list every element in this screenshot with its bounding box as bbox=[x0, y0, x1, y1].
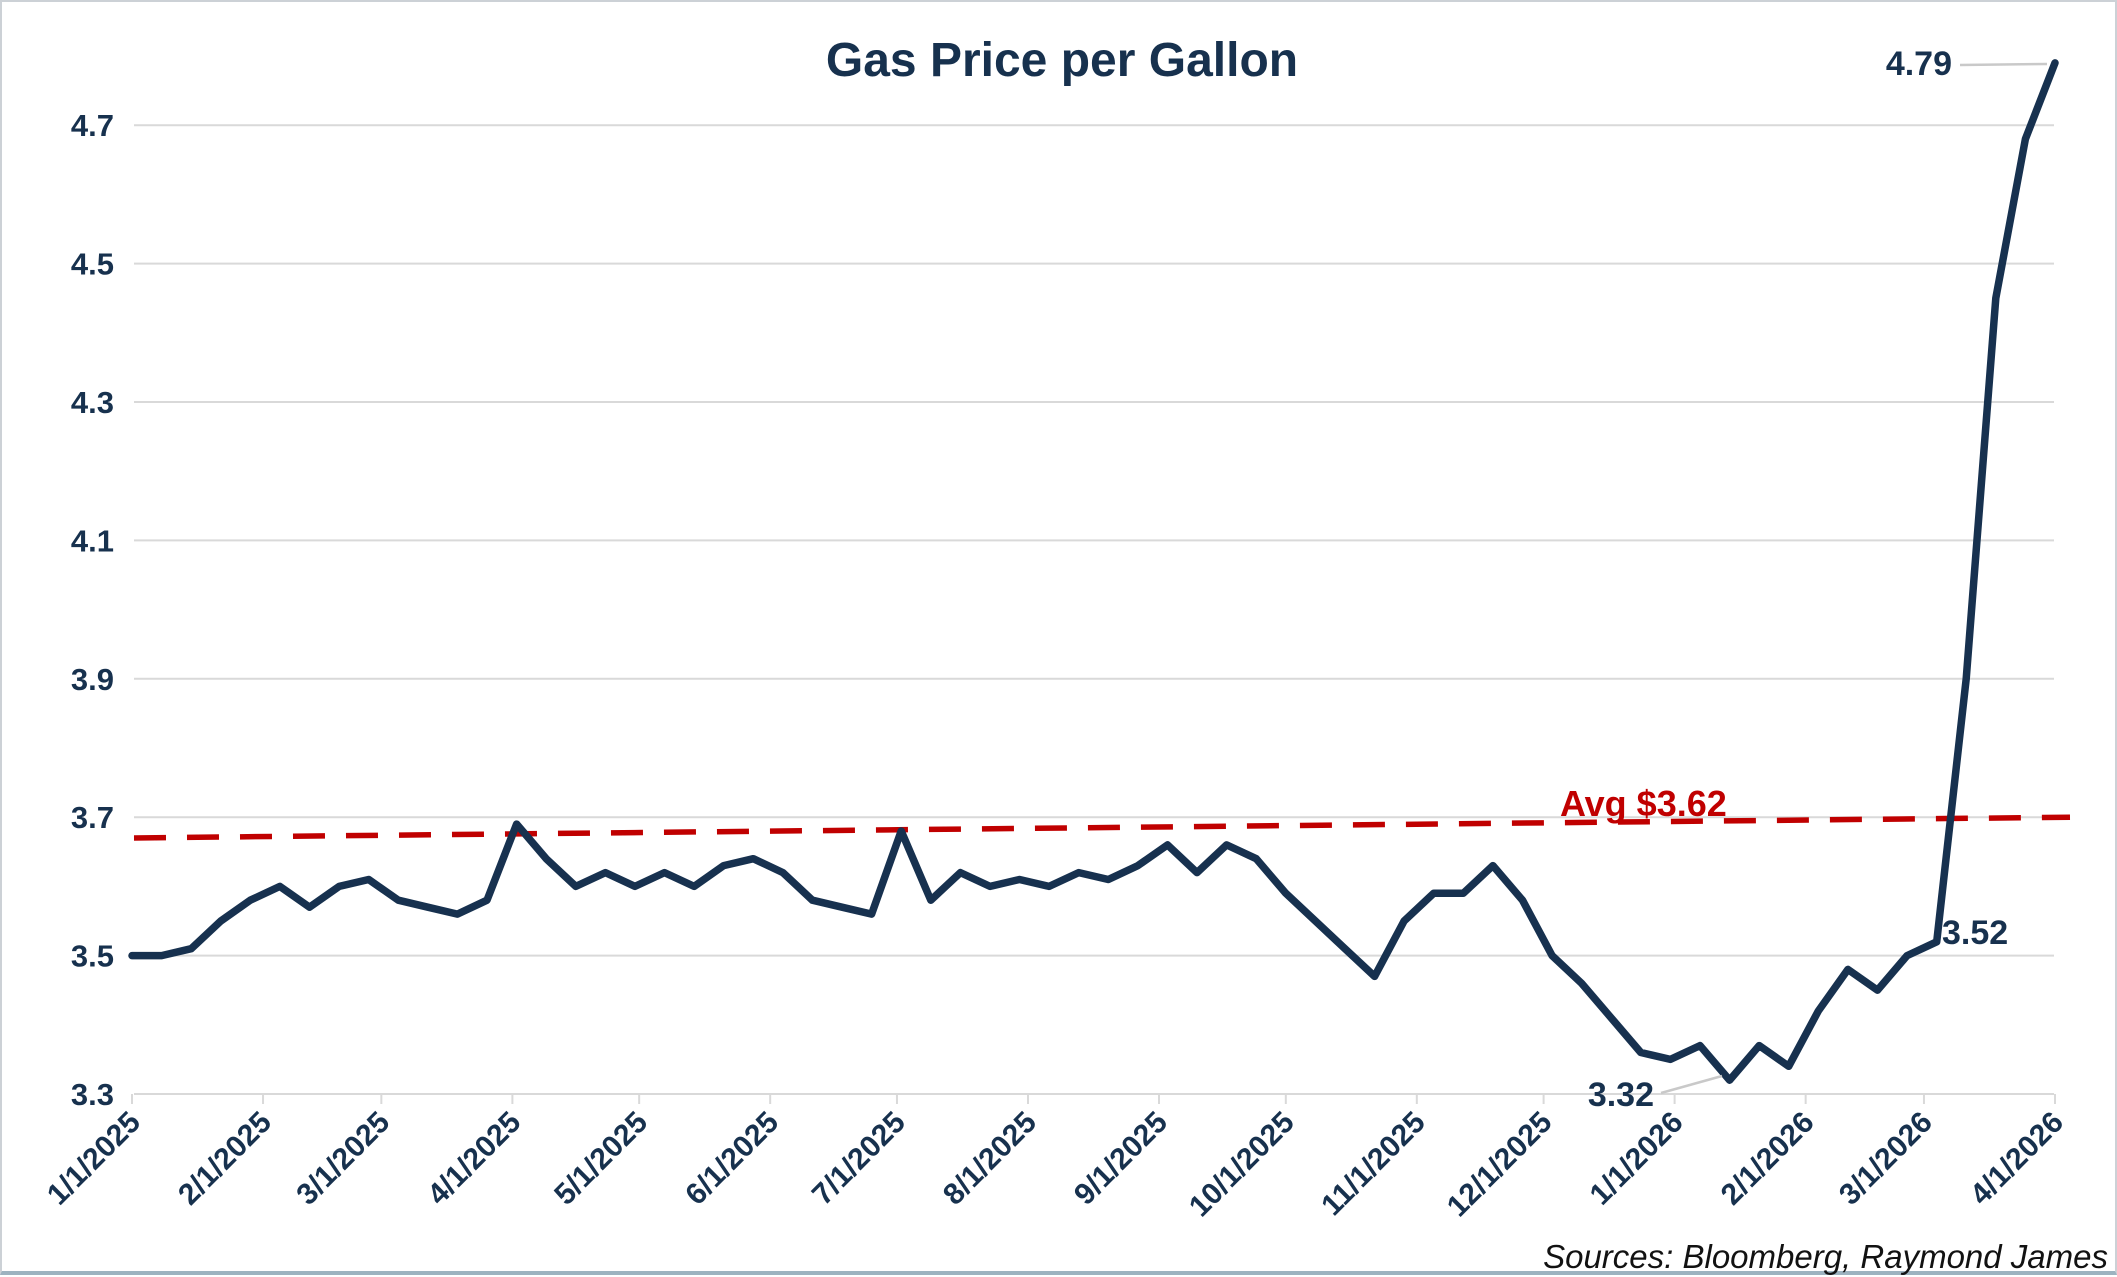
y-axis-tick-label: 4.5 bbox=[71, 247, 114, 282]
x-axis-tick-label: 5/1/2025 bbox=[548, 1106, 654, 1212]
x-axis-tick-label: 1/1/2026 bbox=[1584, 1106, 1690, 1212]
x-axis-tick-label: 12/1/2025 bbox=[1441, 1106, 1559, 1224]
x-axis-tick-label: 11/1/2025 bbox=[1315, 1106, 1432, 1223]
x-axis-tick-label: 8/1/2025 bbox=[937, 1106, 1043, 1212]
x-axis-tick-label: 10/1/2025 bbox=[1183, 1106, 1301, 1224]
y-axis-tick-label: 3.9 bbox=[71, 662, 114, 697]
annotation-pre-spike: 3.52 bbox=[1942, 914, 2008, 952]
gas-price-line bbox=[128, 59, 2059, 1084]
x-axis-tick-label: 3/1/2025 bbox=[290, 1106, 396, 1212]
x-axis-tick-label: 2/1/2026 bbox=[1715, 1106, 1821, 1212]
x-axis bbox=[131, 1094, 2056, 1104]
y-axis-tick-label: 4.7 bbox=[71, 108, 114, 143]
annotation-peak: 4.79 bbox=[1886, 45, 1952, 83]
gridlines bbox=[134, 124, 2054, 1095]
x-axis-tick-label: 1/1/2025 bbox=[41, 1106, 147, 1212]
annotation-low: 3.32 bbox=[1588, 1076, 1654, 1114]
average-dashed-line bbox=[133, 814, 2071, 841]
x-axis-tick-label: 6/1/2025 bbox=[679, 1106, 785, 1212]
x-axis-tick-label: 3/1/2026 bbox=[1833, 1106, 1939, 1212]
x-axis-tick-label: 4/1/2025 bbox=[421, 1106, 527, 1212]
chart-title: Gas Price per Gallon bbox=[826, 34, 1298, 87]
source-note: Sources: Bloomberg, Raymond James bbox=[1543, 1238, 2108, 1275]
y-axis-tick-label: 3.3 bbox=[71, 1077, 114, 1112]
x-axis-tick-label: 9/1/2025 bbox=[1068, 1106, 1174, 1212]
x-axis-tick-label: 2/1/2025 bbox=[172, 1106, 278, 1212]
x-axis-labels: 1/1/2025 2/1/2025 3/1/2025 4/1/2025 5/1/2025… bbox=[41, 1106, 2070, 1224]
y-axis-tick-label: 4.1 bbox=[71, 523, 114, 558]
avg-line-label: Avg $3.62 bbox=[1560, 783, 1727, 824]
y-axis-tick-label: 3.7 bbox=[71, 800, 114, 835]
y-axis-labels: 3.3 3.5 3.7 3.9 4.1 4.3 4.5 4.7 bbox=[71, 108, 114, 1112]
y-axis-tick-label: 3.5 bbox=[71, 939, 114, 974]
x-axis-tick-label: 4/1/2026 bbox=[1964, 1106, 2070, 1212]
peak-callout-line bbox=[1959, 62, 2048, 67]
x-axis-tick-label: 7/1/2025 bbox=[806, 1106, 912, 1212]
y-axis-tick-label: 4.3 bbox=[71, 385, 114, 420]
low-callout-line bbox=[1660, 1074, 1723, 1095]
